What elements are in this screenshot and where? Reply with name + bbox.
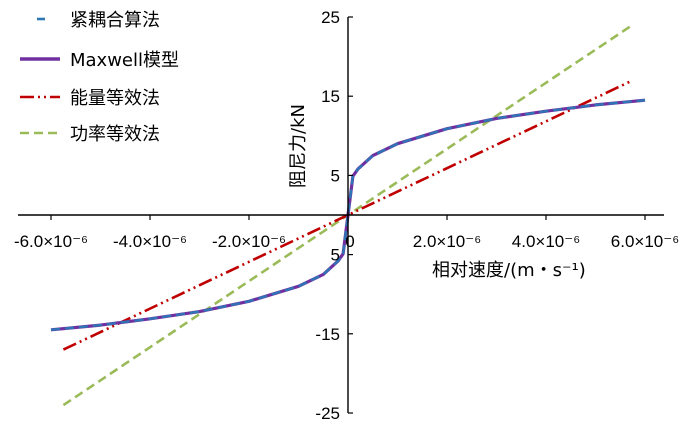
y-tick-label: -25	[315, 404, 340, 423]
x-tick-label: -6.0×10⁻⁶	[14, 232, 88, 251]
x-axis-ticks: -6.0×10⁻⁶ -4.0×10⁻⁶ -2.0×10⁻⁶ 0 2.0×10⁻⁶ 4.0×…	[14, 215, 679, 251]
x-tick-label: 0	[345, 232, 354, 251]
legend-label-2: Maxwell模型	[70, 50, 179, 71]
legend-label-4: 功率等效法	[70, 124, 160, 145]
y-tick-label: 25	[321, 8, 340, 27]
legend-label-1: 紧耦合算法	[70, 10, 160, 31]
y-tick-label: 5	[331, 166, 340, 185]
legend-label-3: 能量等效法	[70, 88, 160, 109]
y-tick-label: 15	[321, 87, 340, 106]
x-axis-title: 相对速度/(m・s⁻¹)	[432, 260, 586, 281]
x-tick-label: 2.0×10⁻⁶	[413, 232, 481, 251]
y-axis-ticks: 25 15 5 5 -15 -25	[315, 8, 353, 423]
y-axis-title: 阻尼力/kN	[288, 104, 309, 188]
x-tick-label: 4.0×10⁻⁶	[512, 232, 580, 251]
y-tick-label: 5	[331, 246, 340, 265]
x-tick-label: 6.0×10⁻⁶	[611, 232, 679, 251]
x-tick-label: -2.0×10⁻⁶	[212, 232, 286, 251]
y-tick-label: -15	[315, 325, 340, 344]
x-tick-label: -4.0×10⁻⁶	[113, 232, 187, 251]
axes	[18, 17, 664, 413]
